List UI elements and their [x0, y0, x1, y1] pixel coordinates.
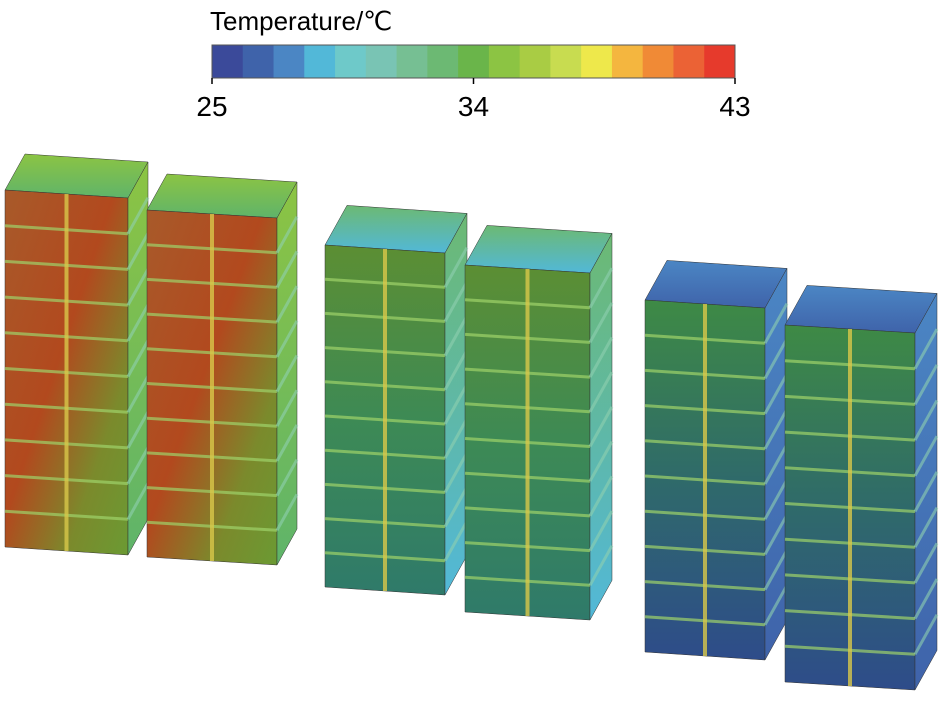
cell-gap-side: [588, 267, 614, 309]
colorbar-band: [704, 45, 736, 78]
cell-gap-side: [443, 349, 469, 391]
cell-gap-side: [588, 336, 614, 378]
cell-gap-side: [763, 338, 789, 380]
cell-gap-side: [443, 281, 469, 323]
colorbar-band: [519, 45, 551, 78]
colorbar-band: [427, 45, 459, 78]
cell-gap-side: [126, 268, 150, 306]
cell-gap-side: [275, 424, 299, 462]
cell-gap-side: [913, 364, 939, 406]
colorbar-band: [273, 45, 305, 78]
colorbar-tick-label: 43: [719, 91, 750, 122]
colorbar-band: [212, 45, 244, 78]
cell-gap-side: [763, 408, 789, 450]
cell-gap-side: [275, 389, 299, 427]
colorbar-band: [242, 45, 275, 78]
cell-gap-side: [763, 373, 789, 415]
colorbar-band: [458, 45, 490, 78]
cell-gap-side: [913, 613, 939, 656]
cell-gap-side: [126, 446, 150, 485]
cell-gap-side: [275, 215, 299, 254]
cell-gap-side: [588, 371, 614, 413]
cell-gap-side: [443, 486, 469, 528]
cell-gap-side: [913, 328, 939, 370]
cell-gap-side: [443, 520, 469, 562]
cell-gap-side: [913, 399, 939, 441]
cell-gap-side: [913, 578, 939, 620]
cell-gap-side: [275, 354, 299, 393]
cell-gap-side: [588, 510, 614, 552]
colorbar-band: [581, 45, 613, 78]
cell-gap-side: [275, 458, 299, 497]
colorbar-band: [488, 45, 521, 78]
colorbar-title: Temperature/℃: [210, 6, 392, 36]
cell-gap-side: [913, 506, 939, 548]
cell-gap-side: [275, 493, 299, 532]
cell-gap-side: [763, 584, 789, 626]
cell-gap-side: [913, 542, 939, 584]
cell-gap-side: [126, 411, 150, 449]
cell-gap-side: [126, 375, 150, 413]
colorbar-band: [365, 45, 398, 78]
colorbar-band: [611, 45, 644, 78]
colorbar-tick-label: 34: [458, 91, 489, 122]
cell-gap-side: [588, 406, 614, 448]
cell-gap-side: [588, 544, 614, 587]
colorbar-band: [642, 45, 674, 78]
top-face: [784, 285, 938, 334]
cell-gap-side: [763, 549, 789, 591]
cell-gap-side: [126, 232, 150, 271]
cell-gap-side: [275, 250, 299, 289]
cell-gap-side: [126, 482, 150, 521]
cell-gap-side: [443, 315, 469, 357]
colorbar-band: [396, 45, 428, 78]
cell-gap-side: [763, 514, 789, 556]
cell-gap-side: [126, 339, 150, 378]
colorbar-band: [550, 45, 582, 78]
top-face: [324, 205, 468, 254]
cell-gap-side: [443, 246, 469, 288]
cell-gap-side: [588, 302, 614, 344]
colorbar-band: [335, 45, 367, 78]
top-face: [644, 260, 788, 309]
colorbar-band: [304, 45, 336, 78]
cell-gap-side: [763, 443, 789, 485]
cell-gap-side: [763, 478, 789, 520]
cell-gap-side: [275, 285, 299, 323]
colorbar: 25 34 43: [196, 44, 751, 122]
colorbar-band: [673, 45, 705, 78]
cell-gap-side: [126, 304, 150, 342]
cell-gap-side: [443, 417, 469, 459]
cell-gap-side: [763, 302, 789, 344]
top-face: [464, 225, 613, 274]
cell-gap-side: [443, 452, 469, 494]
battery-stacks: [4, 153, 939, 691]
cell-gap-side: [126, 196, 150, 235]
colorbar-tick-label: 25: [196, 91, 227, 122]
cell-gap-side: [588, 475, 614, 517]
cell-gap-side: [588, 440, 614, 482]
cell-gap-side: [443, 383, 469, 425]
cell-gap-side: [275, 320, 299, 358]
cell-gap-side: [913, 435, 939, 477]
cell-gap-side: [913, 471, 939, 513]
